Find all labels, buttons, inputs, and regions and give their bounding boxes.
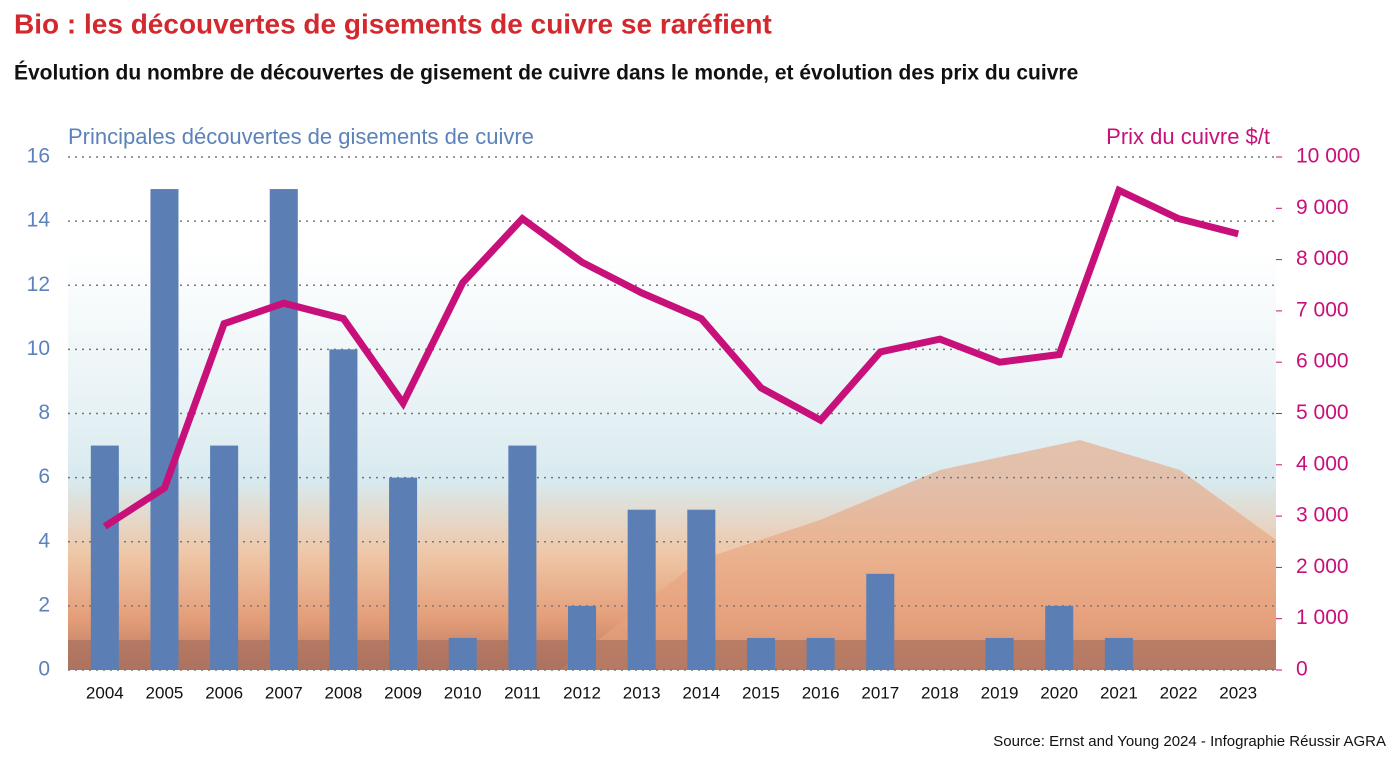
y2-tick-label: 1 000 xyxy=(1296,606,1349,629)
x-tick-label: 2011 xyxy=(504,683,541,702)
x-tick-label: 2013 xyxy=(623,683,661,702)
bar xyxy=(866,573,895,670)
chart-title: Bio : les découvertes de gisements de cu… xyxy=(14,8,772,39)
x-tick-label: 2006 xyxy=(205,683,243,702)
y-tick-label: 16 xyxy=(27,145,50,168)
y2-tick-label: 2 000 xyxy=(1296,555,1349,578)
x-tick-label: 2010 xyxy=(444,683,482,702)
y2-tick-label: 0 xyxy=(1296,658,1308,681)
x-tick-label: 2005 xyxy=(146,683,184,702)
source: Source: Ernst and Young 2024 - Infograph… xyxy=(993,733,1386,750)
bar xyxy=(1104,637,1133,670)
background-hills xyxy=(560,440,1276,670)
x-tick-label: 2017 xyxy=(861,683,899,702)
y2-tick-label: 10 000 xyxy=(1296,145,1360,168)
bar xyxy=(269,189,298,670)
legend-line: Prix du cuivre $/t xyxy=(1106,124,1270,149)
y-tick-label: 6 xyxy=(38,465,50,488)
y-tick-label: 0 xyxy=(38,658,50,681)
x-tick-label: 2007 xyxy=(265,683,303,702)
bar xyxy=(150,189,179,670)
chart-subtitle: Évolution du nombre de découvertes de gi… xyxy=(14,62,1078,85)
y-tick-label: 10 xyxy=(27,337,50,360)
legend-bars: Principales découvertes de gisements de … xyxy=(68,124,534,149)
x-tick-label: 2008 xyxy=(325,683,363,702)
y-tick-label: 14 xyxy=(27,209,51,232)
bar xyxy=(508,445,537,670)
x-tick-label: 2018 xyxy=(921,683,959,702)
bar xyxy=(448,637,477,670)
x-tick-label: 2004 xyxy=(86,683,124,702)
y2-tick-label: 3 000 xyxy=(1296,504,1349,527)
bar xyxy=(687,509,716,670)
x-tick-label: 2023 xyxy=(1219,683,1257,702)
bar xyxy=(329,349,358,670)
price-line xyxy=(102,185,1240,530)
x-tick-label: 2014 xyxy=(682,683,720,702)
x-tick-label: 2019 xyxy=(981,683,1019,702)
y-tick-label: 8 xyxy=(38,401,50,424)
x-tick-label: 2009 xyxy=(384,683,422,702)
y2-tick-label: 4 000 xyxy=(1296,452,1349,475)
background-ground xyxy=(68,640,1276,670)
y2-tick-label: 8 000 xyxy=(1296,247,1349,270)
x-tick-label: 2016 xyxy=(802,683,840,702)
y2-tick-label: 7 000 xyxy=(1296,298,1349,321)
x-tick-label: 2022 xyxy=(1160,683,1198,702)
y-tick-label: 2 xyxy=(38,593,50,616)
bar xyxy=(985,637,1014,670)
bar xyxy=(806,637,835,670)
bar xyxy=(210,445,239,670)
bar xyxy=(1045,605,1074,670)
y2-tick-label: 5 000 xyxy=(1296,401,1349,424)
bar xyxy=(389,477,418,670)
bar xyxy=(627,509,656,670)
x-tick-label: 2021 xyxy=(1100,683,1138,702)
x-tick-label: 2012 xyxy=(563,683,601,702)
bar xyxy=(90,445,119,670)
y-tick-label: 12 xyxy=(27,273,50,296)
bar xyxy=(568,605,597,670)
y2-tick-label: 9 000 xyxy=(1296,196,1349,219)
bar xyxy=(746,637,775,670)
y2-tick-label: 6 000 xyxy=(1296,350,1349,373)
y-tick-label: 4 xyxy=(38,529,50,552)
x-tick-label: 2015 xyxy=(742,683,780,702)
x-tick-label: 2020 xyxy=(1040,683,1078,702)
